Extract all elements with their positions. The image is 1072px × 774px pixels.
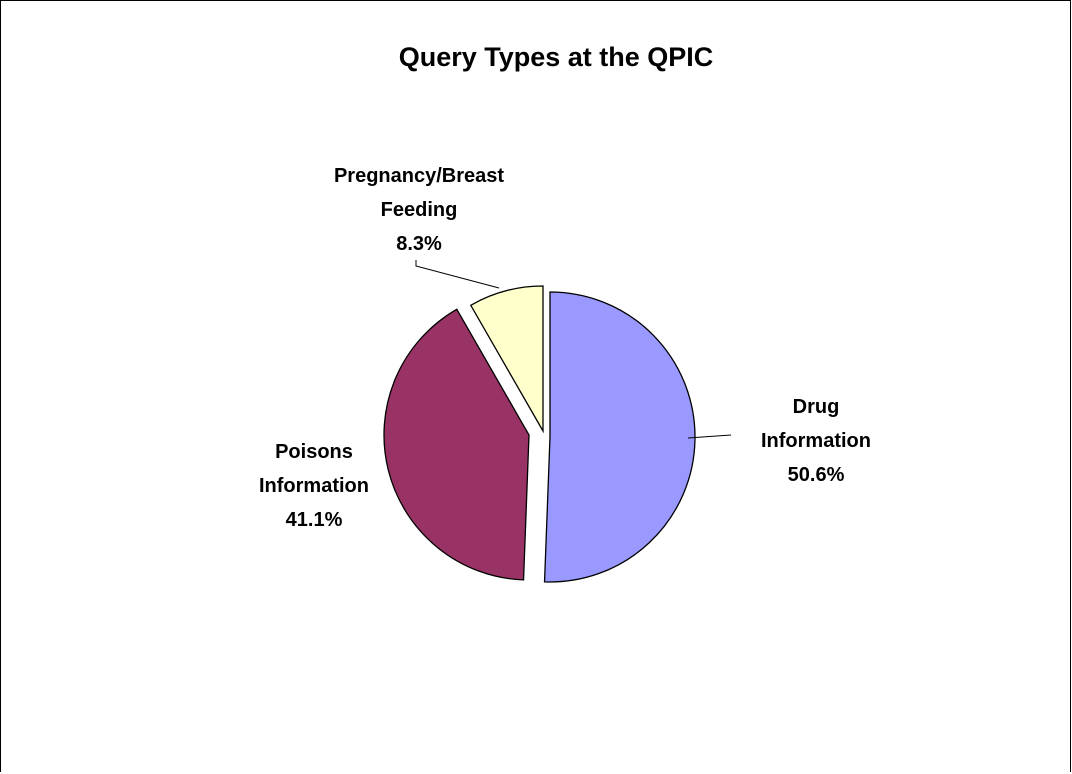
slice-label-line: Information — [761, 430, 871, 452]
leader-line-pregnancy — [415, 260, 500, 289]
slice-labels: Drug Information 50.6% Poisons Information 41… — [259, 165, 871, 531]
slice-label-line: Feeding — [381, 199, 458, 221]
chart-title: Query Types at the QPIC — [399, 42, 714, 72]
slice-poisons-information — [383, 308, 530, 581]
leader-line-drug — [687, 434, 732, 439]
slices-layer — [383, 285, 696, 583]
slice-label-line: Pregnancy/Breast — [334, 165, 504, 187]
slice-percent: 50.6% — [788, 464, 845, 486]
slice-label-pregnancy: Pregnancy/Breast Feeding 8.3% — [334, 165, 504, 255]
leader-lines — [415, 260, 732, 439]
slice-percent: 41.1% — [286, 509, 343, 531]
slice-label-line: Information — [259, 475, 369, 497]
slice-label-drug: Drug Information 50.6% — [761, 396, 871, 486]
slice-label-poisons: Poisons Information 41.1% — [259, 441, 369, 531]
slice-label-line: Drug — [793, 396, 840, 418]
slice-drug-information — [543, 291, 696, 583]
slice-pregnancy-breast-feeding — [469, 285, 544, 434]
slice-label-line: Poisons — [275, 441, 353, 463]
slice-percent: 8.3% — [396, 233, 442, 255]
